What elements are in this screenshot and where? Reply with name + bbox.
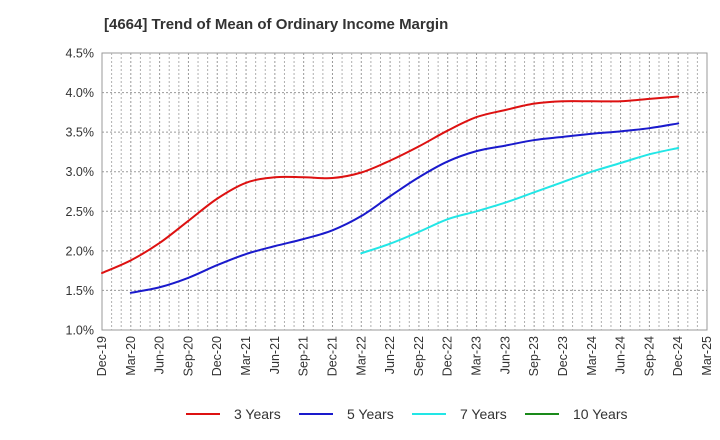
series-line-5-years [129, 122, 680, 294]
series-line-3-years [101, 95, 680, 275]
x-tick-label: Dec-23 [556, 336, 570, 376]
y-tick-label: 3.5% [66, 126, 95, 140]
x-tick-label: Sep-23 [527, 336, 541, 376]
x-tick-label: Mar-23 [470, 336, 484, 376]
legend-item-5-years: 5 Years [299, 404, 394, 424]
x-tick-label: Jun-24 [614, 336, 628, 374]
y-tick-label: 1.5% [66, 284, 95, 298]
legend-item-10-years: 10 Years [525, 404, 628, 424]
x-tick-label: Mar-21 [239, 336, 253, 376]
y-tick-label: 4.0% [66, 86, 95, 100]
x-tick-label: Mar-25 [700, 336, 714, 376]
y-tick-label: 2.5% [66, 205, 95, 219]
y-tick-label: 3.0% [66, 165, 95, 179]
chart-title: [4664] Trend of Mean of Ordinary Income … [104, 16, 449, 33]
legend-swatch [299, 413, 333, 415]
x-tick-label: Mar-22 [354, 336, 368, 376]
legend-label: 10 Years [573, 406, 628, 422]
y-tick-label: 4.5% [66, 47, 95, 61]
y-tick-label: 2.0% [66, 244, 95, 258]
series-lines [101, 95, 680, 294]
series-line-7-years [360, 146, 680, 255]
legend: 3 Years 5 Years 7 Years 10 Years [0, 404, 720, 424]
grid [101, 52, 708, 331]
legend-swatch [186, 413, 220, 415]
x-tick-label: Dec-21 [325, 336, 339, 376]
x-tick-label: Sep-24 [642, 336, 656, 376]
x-tick-label: Jun-22 [383, 336, 397, 374]
legend-swatch [525, 413, 559, 415]
axes: 1.0% 1.5% 2.0% 2.5% 3.0% 3.5% 4.0% 4.5% Dec-19 Ma… [66, 47, 715, 377]
x-tick-label: Dec-24 [671, 336, 685, 376]
x-tick-label: Jun-21 [268, 336, 282, 374]
x-tick-label: Mar-20 [124, 336, 138, 376]
legend-label: 3 Years [234, 406, 281, 422]
legend-item-3-years: 3 Years [186, 404, 281, 424]
legend-item-7-years: 7 Years [412, 404, 507, 424]
legend-swatch [412, 413, 446, 415]
x-tick-label: Dec-22 [441, 336, 455, 376]
x-tick-label: Dec-20 [210, 336, 224, 376]
x-tick-label: Mar-24 [585, 336, 599, 376]
x-tick-label: Sep-22 [412, 336, 426, 376]
x-tick-label: Jun-20 [153, 336, 167, 374]
x-tick-label: Dec-19 [95, 336, 109, 376]
x-tick-label: Sep-20 [181, 336, 195, 376]
plot-area [101, 52, 708, 331]
x-tick-label: Sep-21 [297, 336, 311, 376]
x-tick-label: Jun-23 [498, 336, 512, 374]
legend-label: 7 Years [460, 406, 507, 422]
legend-label: 5 Years [347, 406, 394, 422]
y-tick-label: 1.0% [66, 324, 95, 338]
